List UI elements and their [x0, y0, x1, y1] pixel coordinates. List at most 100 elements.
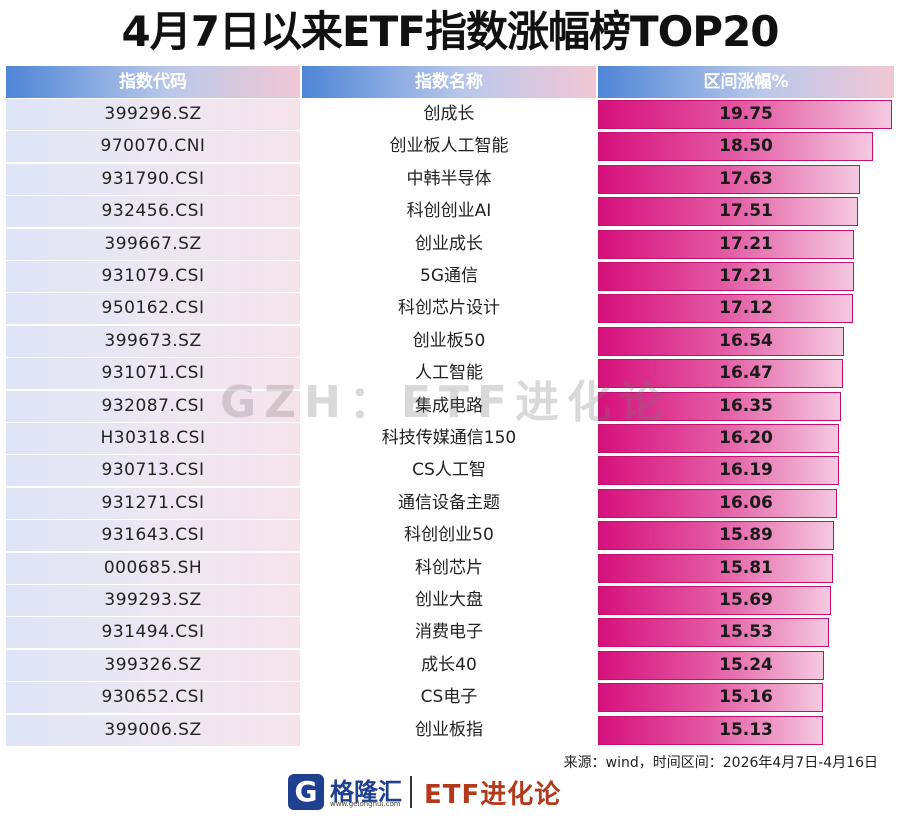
index-code: 399326.SZ [6, 649, 300, 681]
index-code: 970070.CNI [6, 131, 300, 163]
footer-divider [410, 776, 412, 808]
table-row: 000685.SH 科创芯片 15.81 [6, 552, 894, 585]
index-name: 中韩半导体 [302, 163, 596, 195]
table-row: 931271.CSI 通信设备主题 16.06 [6, 487, 894, 520]
change-bar [598, 456, 839, 486]
index-code: 932087.CSI [6, 390, 300, 422]
brand-name: ETF进化论 [424, 780, 562, 810]
change-bar [598, 715, 823, 745]
index-code: 931271.CSI [6, 487, 300, 519]
index-name: CS电子 [302, 682, 596, 714]
table-row: 399326.SZ 成长40 15.24 [6, 649, 894, 682]
index-name: 消费电子 [302, 617, 596, 649]
table-row: 931079.CSI 5G通信 17.21 [6, 261, 894, 293]
change-value: 15.13 [719, 719, 773, 740]
change-value: 16.35 [719, 395, 773, 416]
change-value: 16.19 [719, 460, 773, 481]
index-name: 创业板50 [302, 325, 596, 357]
table-row: 932087.CSI 集成电路 16.35 [6, 390, 894, 423]
change-bar [598, 553, 833, 583]
header-change: 区间涨幅% [598, 66, 894, 98]
index-code: 399673.SZ [6, 325, 300, 357]
index-code: 000685.SH [6, 552, 300, 584]
index-code: 931643.CSI [6, 520, 300, 552]
change-bar [598, 132, 874, 162]
table-row: 931643.CSI 科创创业50 15.89 [6, 520, 894, 552]
change-value: 19.75 [719, 104, 773, 124]
change-bar [598, 521, 835, 551]
logo-url: www.gelonghui.com [330, 800, 401, 808]
change-bar [598, 424, 839, 453]
index-name: 成长40 [302, 649, 596, 681]
index-code: 930713.CSI [6, 455, 300, 487]
table-row: 399006.SZ 创业板指 15.13 [6, 714, 894, 747]
index-code: 399296.SZ [6, 99, 300, 130]
index-name: 集成电路 [302, 390, 596, 422]
index-name: 科技传媒通信150 [302, 423, 596, 454]
change-bar [598, 683, 824, 713]
header-name: 指数名称 [302, 66, 596, 98]
source-note: 来源：wind，时间区间：2026年4月7日-4月16日 [563, 755, 878, 771]
change-bar [598, 618, 829, 648]
index-code: 399006.SZ [6, 714, 300, 746]
index-code: 399667.SZ [6, 228, 300, 260]
change-value: 15.89 [719, 525, 773, 546]
change-bar [598, 359, 843, 389]
index-code: 931071.CSI [6, 358, 300, 390]
logo-name: 格隆汇 [330, 778, 402, 806]
table-row: 930713.CSI CS人工智 16.19 [6, 455, 894, 487]
index-name: 创业板人工智能 [302, 131, 596, 163]
index-name: 人工智能 [302, 358, 596, 390]
table-row: 399296.SZ 创成长 19.75 [6, 99, 894, 131]
index-name: 创业成长 [302, 228, 596, 260]
change-bar [598, 488, 837, 518]
index-name: 创业大盘 [302, 585, 596, 616]
index-code: 399293.SZ [6, 585, 300, 616]
change-value: 16.06 [719, 492, 773, 513]
index-name: CS人工智 [302, 455, 596, 487]
change-value: 16.20 [719, 428, 773, 448]
table-row: 931494.CSI 消费电子 15.53 [6, 617, 894, 649]
change-value: 17.12 [719, 298, 773, 319]
index-name: 通信设备主题 [302, 487, 596, 519]
change-value: 15.16 [719, 687, 773, 708]
table-row: H30318.CSI 科技传媒通信150 16.20 [6, 423, 894, 455]
change-value: 17.63 [719, 168, 773, 189]
change-value: 17.21 [719, 233, 773, 254]
table-row: 930652.CSI CS电子 15.16 [6, 682, 894, 714]
change-value: 16.47 [719, 363, 773, 384]
change-bar [598, 391, 842, 421]
change-value: 15.69 [719, 590, 773, 610]
index-name: 科创芯片设计 [302, 293, 596, 325]
index-code: 931079.CSI [6, 261, 300, 292]
change-bar [598, 229, 854, 259]
change-bar [598, 197, 859, 227]
change-bar [598, 294, 853, 324]
index-code: 931790.CSI [6, 163, 300, 195]
change-bar [598, 262, 854, 291]
change-value: 17.51 [719, 201, 773, 222]
table-row: 932456.CSI 科创创业AI 17.51 [6, 196, 894, 228]
footer: G 格隆汇 www.gelonghui.com ETF进化论 [0, 768, 900, 816]
index-name: 5G通信 [302, 261, 596, 292]
change-value: 18.50 [719, 136, 773, 157]
change-bar [598, 586, 832, 615]
index-code: 931494.CSI [6, 617, 300, 649]
change-value: 15.53 [719, 622, 773, 643]
index-name: 科创创业AI [302, 196, 596, 228]
table-row: 931071.CSI 人工智能 16.47 [6, 358, 894, 390]
change-value: 16.54 [719, 330, 773, 351]
change-value: 15.81 [719, 557, 773, 578]
change-bar [598, 164, 861, 194]
table-row: 950162.CSI 科创芯片设计 17.12 [6, 293, 894, 325]
index-name: 科创芯片 [302, 552, 596, 584]
table-row: 970070.CNI 创业板人工智能 18.50 [6, 131, 894, 163]
index-code: H30318.CSI [6, 423, 300, 454]
index-name: 创业板指 [302, 714, 596, 746]
change-value: 15.24 [719, 654, 773, 675]
table-row: 399293.SZ 创业大盘 15.69 [6, 585, 894, 617]
header-code: 指数代码 [6, 66, 300, 98]
index-name: 创成长 [302, 99, 596, 130]
gelonghui-logo-icon: G [288, 774, 324, 810]
table-row: 399667.SZ 创业成长 17.21 [6, 228, 894, 261]
